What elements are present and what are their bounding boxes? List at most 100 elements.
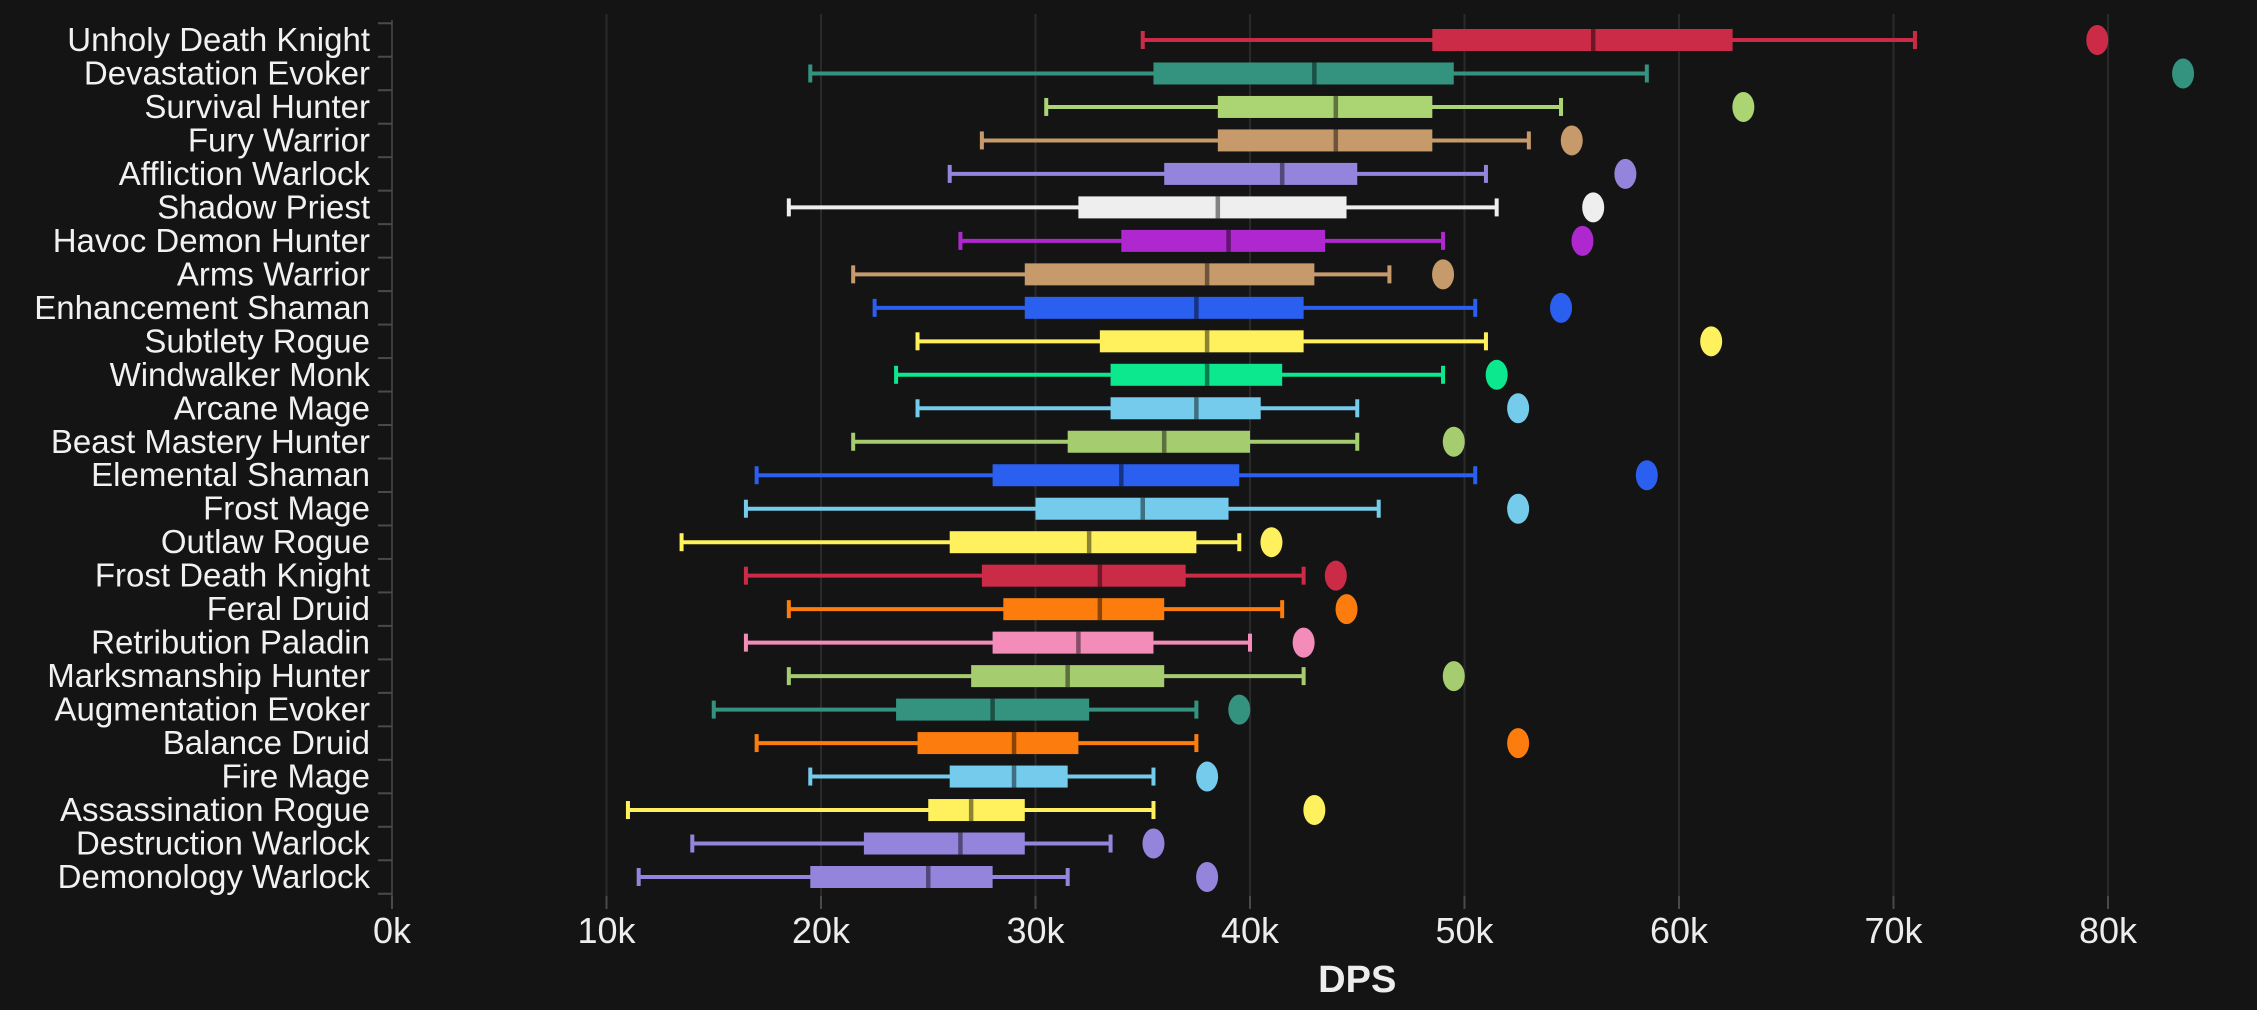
y-axis-label-unholy-death-knight: Unholy Death Knight — [67, 21, 370, 58]
iqr-box-shadow-priest — [1078, 196, 1347, 219]
iqr-box-elemental-shaman — [992, 464, 1240, 487]
outlier-dot-arcane-mage[interactable] — [1507, 393, 1530, 424]
row-shadow-priest[interactable] — [786, 192, 1605, 223]
x-axis-tick-label-40k: 40k — [1221, 910, 1280, 951]
iqr-box-retribution-paladin — [992, 631, 1154, 654]
y-axis-label-balance-druid: Balance Druid — [163, 724, 370, 761]
outlier-dot-subtlety-rogue[interactable] — [1700, 326, 1723, 357]
y-axis-label-fury-warrior: Fury Warrior — [188, 121, 370, 158]
row-outlaw-rogue[interactable] — [679, 527, 1283, 558]
outlier-dot-havoc-demon-hunter[interactable] — [1571, 225, 1594, 256]
iqr-box-destruction-warlock — [863, 832, 1025, 855]
outlier-dot-assassination-rogue[interactable] — [1303, 795, 1326, 826]
outlier-dot-marksmanship-hunter[interactable] — [1442, 661, 1465, 692]
iqr-box-fury-warrior — [1217, 129, 1433, 152]
row-survival-hunter[interactable] — [1044, 91, 1755, 122]
outlier-dot-devastation-evoker[interactable] — [2172, 58, 2195, 89]
x-axis-tick-label-80k: 80k — [2079, 910, 2138, 951]
row-fire-mage[interactable] — [808, 761, 1219, 792]
y-axis-label-arcane-mage: Arcane Mage — [174, 389, 370, 426]
row-marksmanship-hunter[interactable] — [786, 661, 1465, 692]
outlier-dot-frost-mage[interactable] — [1507, 493, 1530, 524]
iqr-box-feral-druid — [1003, 598, 1165, 621]
iqr-box-unholy-death-knight — [1432, 29, 1733, 51]
iqr-box-arcane-mage — [1110, 397, 1261, 420]
outlier-dot-survival-hunter[interactable] — [1732, 91, 1755, 122]
row-enhancement-shaman[interactable] — [872, 292, 1573, 323]
y-axis-label-devastation-evoker: Devastation Evoker — [84, 54, 370, 91]
outlier-dot-affliction-warlock[interactable] — [1614, 158, 1637, 189]
row-frost-death-knight[interactable] — [743, 560, 1347, 591]
row-augmentation-evoker[interactable] — [711, 694, 1251, 725]
row-assassination-rogue[interactable] — [625, 795, 1326, 826]
row-subtlety-rogue[interactable] — [915, 326, 1723, 357]
x-axis-tick-label-60k: 60k — [1650, 910, 1709, 951]
iqr-box-windwalker-monk — [1110, 363, 1283, 386]
x-axis-tick-label-30k: 30k — [1006, 910, 1065, 951]
row-balance-druid[interactable] — [754, 728, 1530, 759]
iqr-box-arms-warrior — [1024, 263, 1315, 286]
row-retribution-paladin[interactable] — [743, 627, 1315, 658]
outlier-dot-unholy-death-knight[interactable] — [2086, 25, 2109, 55]
row-beast-mastery-hunter[interactable] — [851, 426, 1465, 457]
outlier-dot-shadow-priest[interactable] — [1582, 192, 1605, 223]
iqr-box-demonology-warlock — [810, 866, 993, 888]
y-axis-label-frost-death-knight: Frost Death Knight — [95, 557, 370, 594]
outlier-dot-feral-druid[interactable] — [1335, 594, 1358, 625]
iqr-box-subtlety-rogue — [1099, 330, 1304, 353]
outlier-dot-windwalker-monk[interactable] — [1485, 359, 1508, 390]
x-axis-tick-label-50k: 50k — [1435, 910, 1494, 951]
row-frost-mage[interactable] — [743, 493, 1530, 524]
iqr-box-assassination-rogue — [928, 799, 1025, 822]
row-windwalker-monk[interactable] — [894, 359, 1508, 390]
y-axis-label-marksmanship-hunter: Marksmanship Hunter — [47, 657, 370, 694]
iqr-box-affliction-warlock — [1164, 162, 1358, 185]
iqr-box-havoc-demon-hunter — [1121, 229, 1326, 252]
outlier-dot-beast-mastery-hunter[interactable] — [1442, 426, 1465, 457]
row-havoc-demon-hunter[interactable] — [958, 225, 1594, 256]
y-axis-label-subtlety-rogue: Subtlety Rogue — [144, 322, 370, 359]
row-fury-warrior[interactable] — [979, 125, 1583, 156]
x-axis-tick-label-0k: 0k — [373, 910, 412, 951]
outlier-dot-demonology-warlock[interactable] — [1196, 862, 1219, 892]
outlier-dot-balance-druid[interactable] — [1507, 728, 1530, 759]
iqr-box-fire-mage — [949, 765, 1068, 788]
y-axis-label-enhancement-shaman: Enhancement Shaman — [34, 289, 370, 326]
iqr-box-balance-druid — [917, 732, 1079, 755]
row-arcane-mage[interactable] — [915, 393, 1530, 424]
outlier-dot-elemental-shaman[interactable] — [1635, 460, 1658, 491]
outlier-dot-destruction-warlock[interactable] — [1142, 828, 1165, 859]
row-demonology-warlock[interactable] — [636, 862, 1219, 892]
outlier-dot-arms-warrior[interactable] — [1432, 259, 1455, 290]
row-elemental-shaman[interactable] — [754, 460, 1658, 491]
row-feral-druid[interactable] — [786, 594, 1358, 625]
x-axis-tick-label-70k: 70k — [1864, 910, 1923, 951]
y-axis-label-demonology-warlock: Demonology Warlock — [58, 858, 371, 895]
row-affliction-warlock[interactable] — [947, 158, 1637, 189]
iqr-box-marksmanship-hunter — [971, 665, 1165, 688]
outlier-dot-enhancement-shaman[interactable] — [1550, 292, 1573, 323]
iqr-box-beast-mastery-hunter — [1067, 430, 1250, 453]
iqr-box-augmentation-evoker — [896, 698, 1090, 721]
outlier-dot-frost-death-knight[interactable] — [1324, 560, 1347, 591]
row-unholy-death-knight[interactable] — [1140, 25, 2109, 55]
outlier-dot-augmentation-evoker[interactable] — [1228, 694, 1251, 725]
iqr-box-frost-death-knight — [981, 564, 1186, 587]
y-axis-label-havoc-demon-hunter: Havoc Demon Hunter — [53, 222, 370, 259]
y-axis-label-destruction-warlock: Destruction Warlock — [76, 825, 371, 862]
x-axis-title: DPS — [1318, 959, 1396, 1001]
y-axis-label-feral-druid: Feral Druid — [207, 590, 370, 627]
outlier-dot-fire-mage[interactable] — [1196, 761, 1219, 792]
row-arms-warrior[interactable] — [851, 259, 1455, 290]
y-axis-label-survival-hunter: Survival Hunter — [144, 88, 370, 125]
outlier-dot-retribution-paladin[interactable] — [1292, 627, 1315, 658]
row-destruction-warlock[interactable] — [690, 828, 1165, 859]
outlier-dot-fury-warrior[interactable] — [1560, 125, 1583, 156]
y-axis-label-assassination-rogue: Assassination Rogue — [60, 791, 370, 828]
y-axis-label-elemental-shaman: Elemental Shaman — [91, 456, 370, 493]
row-devastation-evoker[interactable] — [808, 58, 2195, 89]
outlier-dot-outlaw-rogue[interactable] — [1260, 527, 1283, 558]
